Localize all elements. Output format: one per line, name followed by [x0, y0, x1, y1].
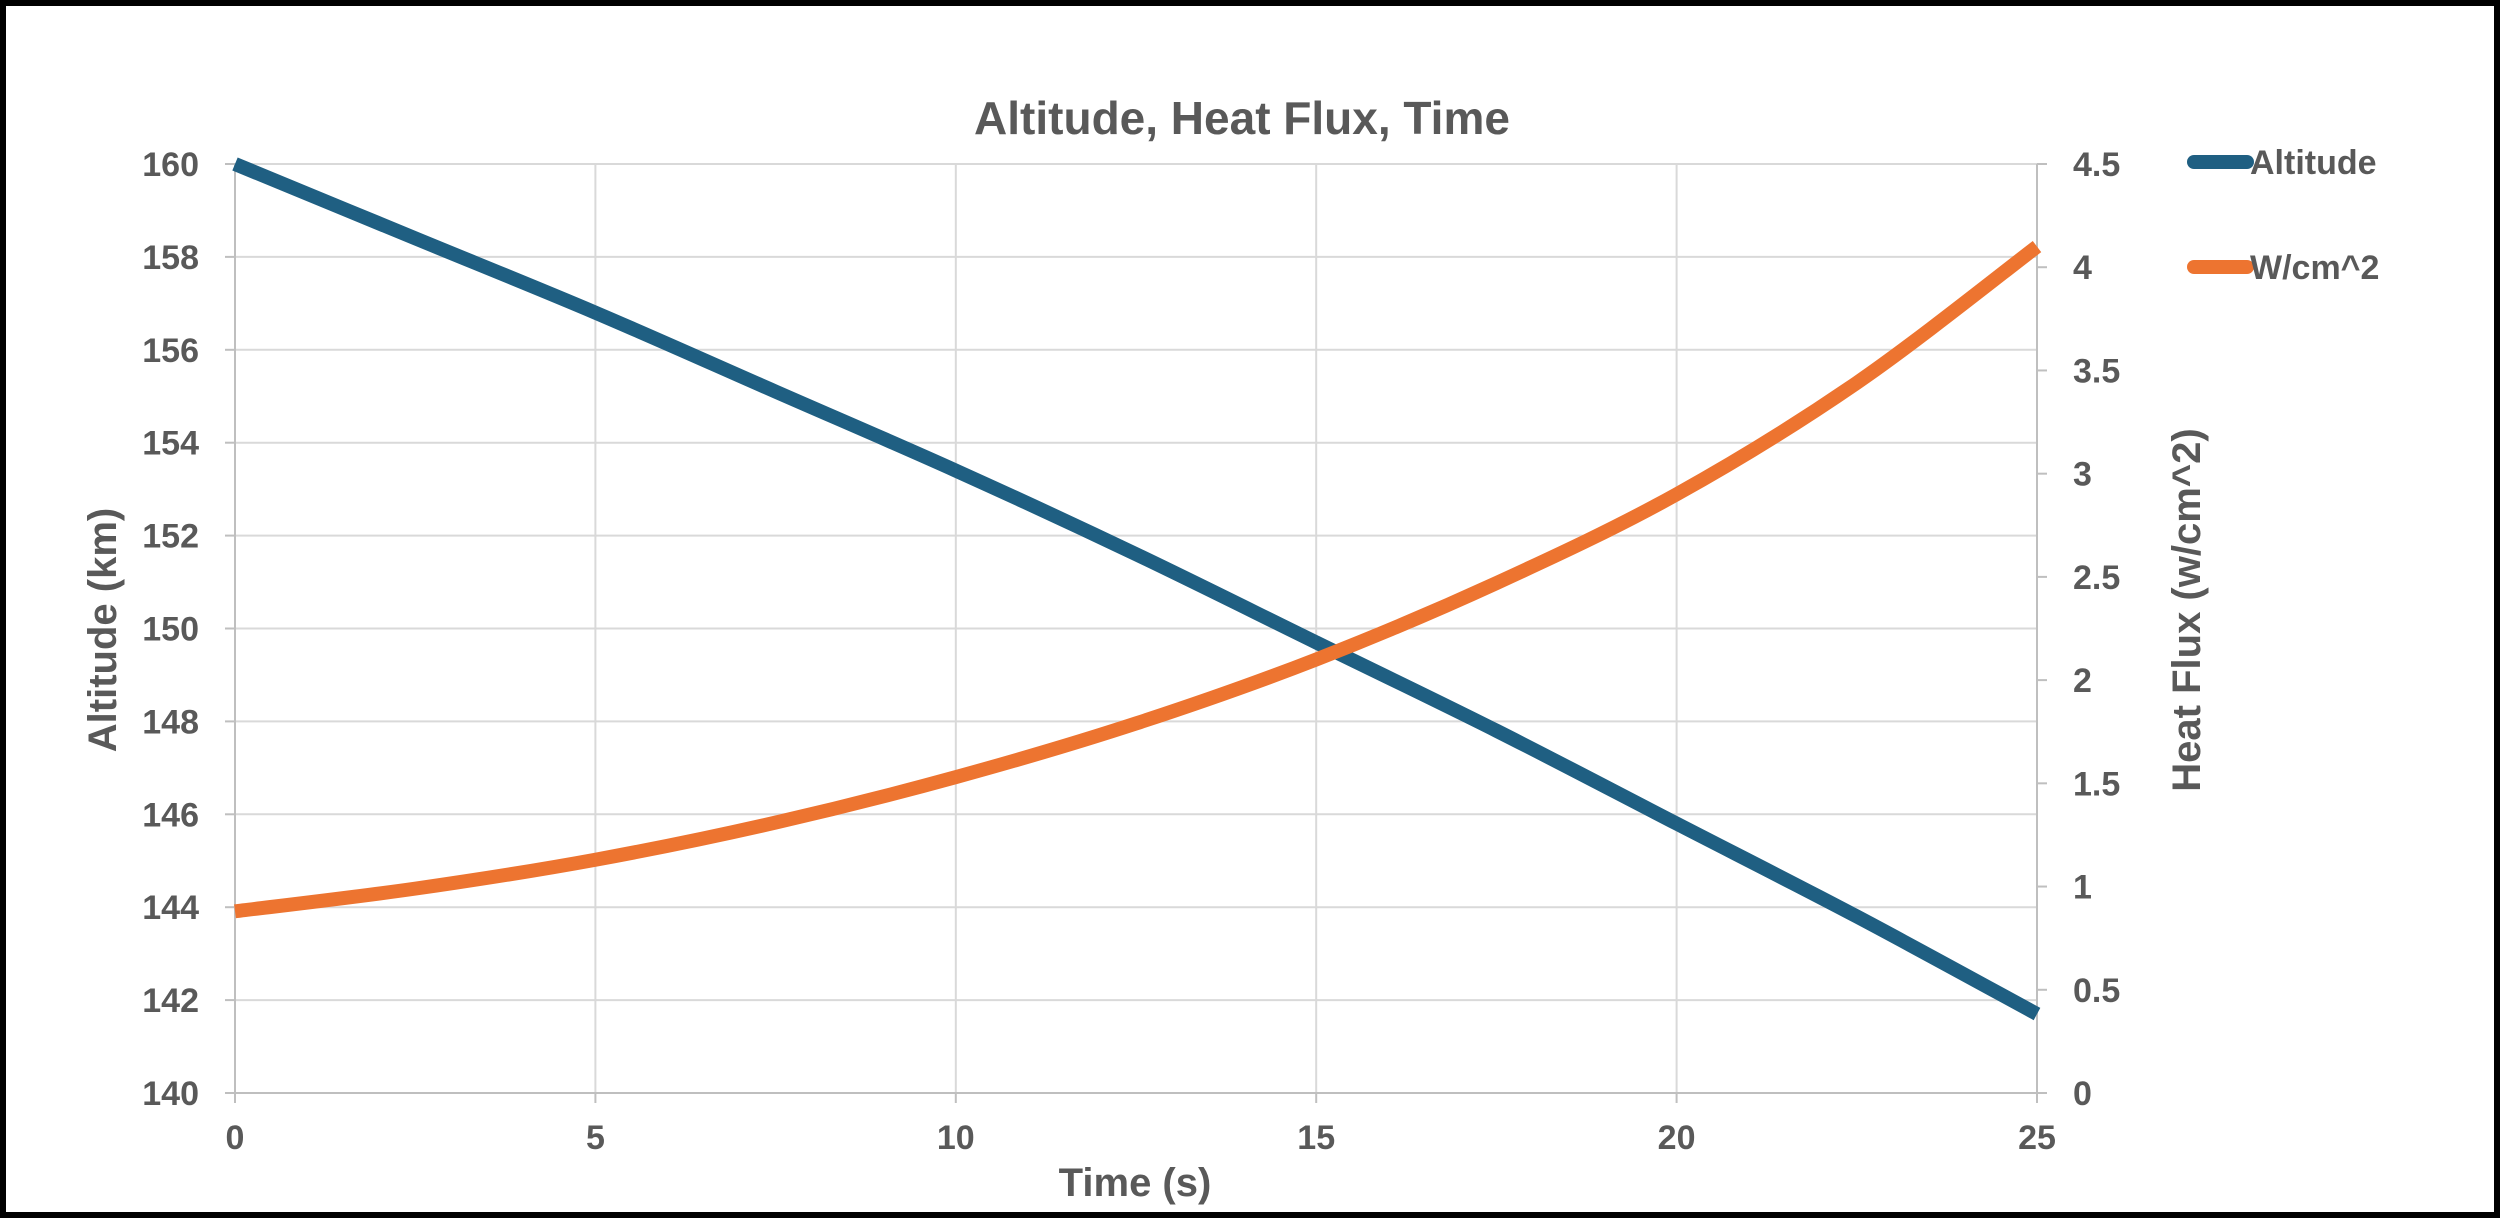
axes — [225, 163, 2047, 1103]
y-tick-label: 146 — [142, 796, 199, 834]
x-tick-label: 0 — [226, 1119, 245, 1157]
legend: Altitude W/cm^2 — [2187, 144, 2379, 287]
y2-tick-label: 4.5 — [2073, 146, 2120, 184]
y2-tick-label: 4 — [2073, 249, 2092, 287]
y2-tick-label: 2 — [2073, 662, 2092, 700]
y-tick-label: 156 — [142, 332, 199, 370]
series-line-altitude — [232, 157, 2041, 1021]
series-line-heat-flux — [234, 240, 2042, 919]
y-tick-label: 160 — [142, 146, 199, 184]
y-tick-label: 158 — [142, 239, 199, 277]
grid — [235, 163, 2038, 1093]
y-tick-label: 142 — [142, 982, 199, 1020]
y-axis-title: Altitude (km) — [81, 508, 125, 752]
y2-tick-label: 0.5 — [2073, 972, 2120, 1010]
chart-title: Altitude, Heat Flux, Time — [974, 92, 1510, 144]
x-axis-title: Time (s) — [1059, 1161, 1212, 1205]
y2-tick-label: 2.5 — [2073, 559, 2120, 597]
y2-tick-label: 3.5 — [2073, 352, 2120, 390]
y-tick-label: 148 — [142, 703, 199, 741]
x-tick-label: 25 — [2018, 1119, 2056, 1157]
legend-label-altitude: Altitude — [2250, 144, 2377, 182]
y2-tick-label: 1.5 — [2073, 765, 2120, 803]
series-lines — [232, 157, 2042, 1021]
x-tick-label: 5 — [586, 1119, 605, 1157]
x-tick-label: 10 — [937, 1119, 975, 1157]
y-tick-label: 154 — [142, 425, 199, 463]
y2-axis-title: Heat Flux (w/cm^2) — [2165, 428, 2209, 791]
y2-tick-label: 0 — [2073, 1075, 2092, 1113]
x-tick-label: 20 — [1658, 1119, 1696, 1157]
y-tick-label: 152 — [142, 518, 199, 556]
y2-tick-label: 3 — [2073, 456, 2092, 494]
y-tick-label: 150 — [142, 611, 199, 649]
legend-label-heat-flux: W/cm^2 — [2250, 249, 2379, 287]
x-tick-label: 15 — [1297, 1119, 1335, 1157]
tick-labels: 0 5 10 15 20 25140142144146148150152154156158… — [142, 146, 2120, 1157]
y-tick-label: 144 — [142, 889, 199, 927]
y2-tick-label: 1 — [2073, 869, 2092, 907]
y-tick-label: 140 — [142, 1075, 199, 1113]
